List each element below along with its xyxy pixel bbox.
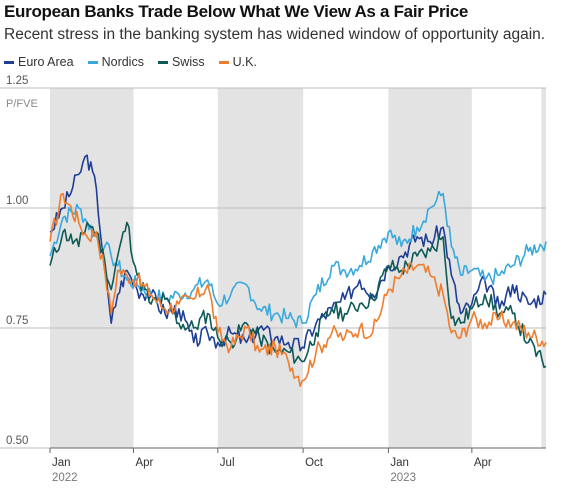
quarter-bands <box>50 88 546 448</box>
x-tick-year-label: 2022 <box>52 472 78 484</box>
chart-title: European Banks Trade Below What We View … <box>4 2 469 21</box>
legend-label-nordics: Nordics <box>101 55 144 69</box>
x-axis: Jan 2022 Apr Jul Oct Jan 2023 Apr <box>49 447 546 484</box>
quarter-band <box>541 88 546 448</box>
legend-item-euro-area: Euro Area <box>4 55 74 69</box>
quarter-band <box>217 88 304 448</box>
legend-swatch-uk <box>218 60 229 64</box>
y-tick-label: 1.00 <box>6 195 28 207</box>
legend-swatch-nordics <box>87 60 98 64</box>
x-tick-label: Oct <box>305 457 324 469</box>
legend: Euro Area Nordics Swiss U.K. <box>4 55 271 69</box>
legend-item-uk: U.K. <box>218 55 257 69</box>
series-line-nordics <box>49 190 547 329</box>
series-lines <box>49 154 547 387</box>
y-tick-label: 0.50 <box>6 435 28 447</box>
quarter-band <box>388 88 472 448</box>
legend-swatch-swiss <box>157 60 168 64</box>
x-tick-label: Apr <box>135 457 153 469</box>
x-tick-year-label: 2023 <box>390 472 416 484</box>
legend-item-nordics: Nordics <box>87 55 144 69</box>
chart-subtitle: Recent stress in the banking system has … <box>4 26 546 43</box>
y-axis-label: P/FVE <box>6 98 38 110</box>
quarter-band <box>50 88 134 448</box>
legend-swatch-euro-area <box>4 60 14 64</box>
x-tick-label: Jan <box>52 457 71 469</box>
x-tick-label: Apr <box>474 457 492 469</box>
legend-label-swiss: Swiss <box>171 55 205 69</box>
legend-label-euro-area: Euro Area <box>18 55 74 69</box>
x-tick-label: Jan <box>390 457 409 469</box>
y-tick-label: 1.25 <box>6 75 28 87</box>
series-line-swiss <box>49 221 547 368</box>
x-tick-label: Jul <box>220 457 235 469</box>
legend-item-swiss: Swiss <box>157 55 205 69</box>
y-axis: P/FVE 1.25 1.00 0.75 0.50 <box>6 75 38 447</box>
y-tick-label: 0.75 <box>6 315 28 327</box>
series-line-u-k <box>49 192 547 387</box>
legend-label-uk: U.K. <box>232 55 257 69</box>
